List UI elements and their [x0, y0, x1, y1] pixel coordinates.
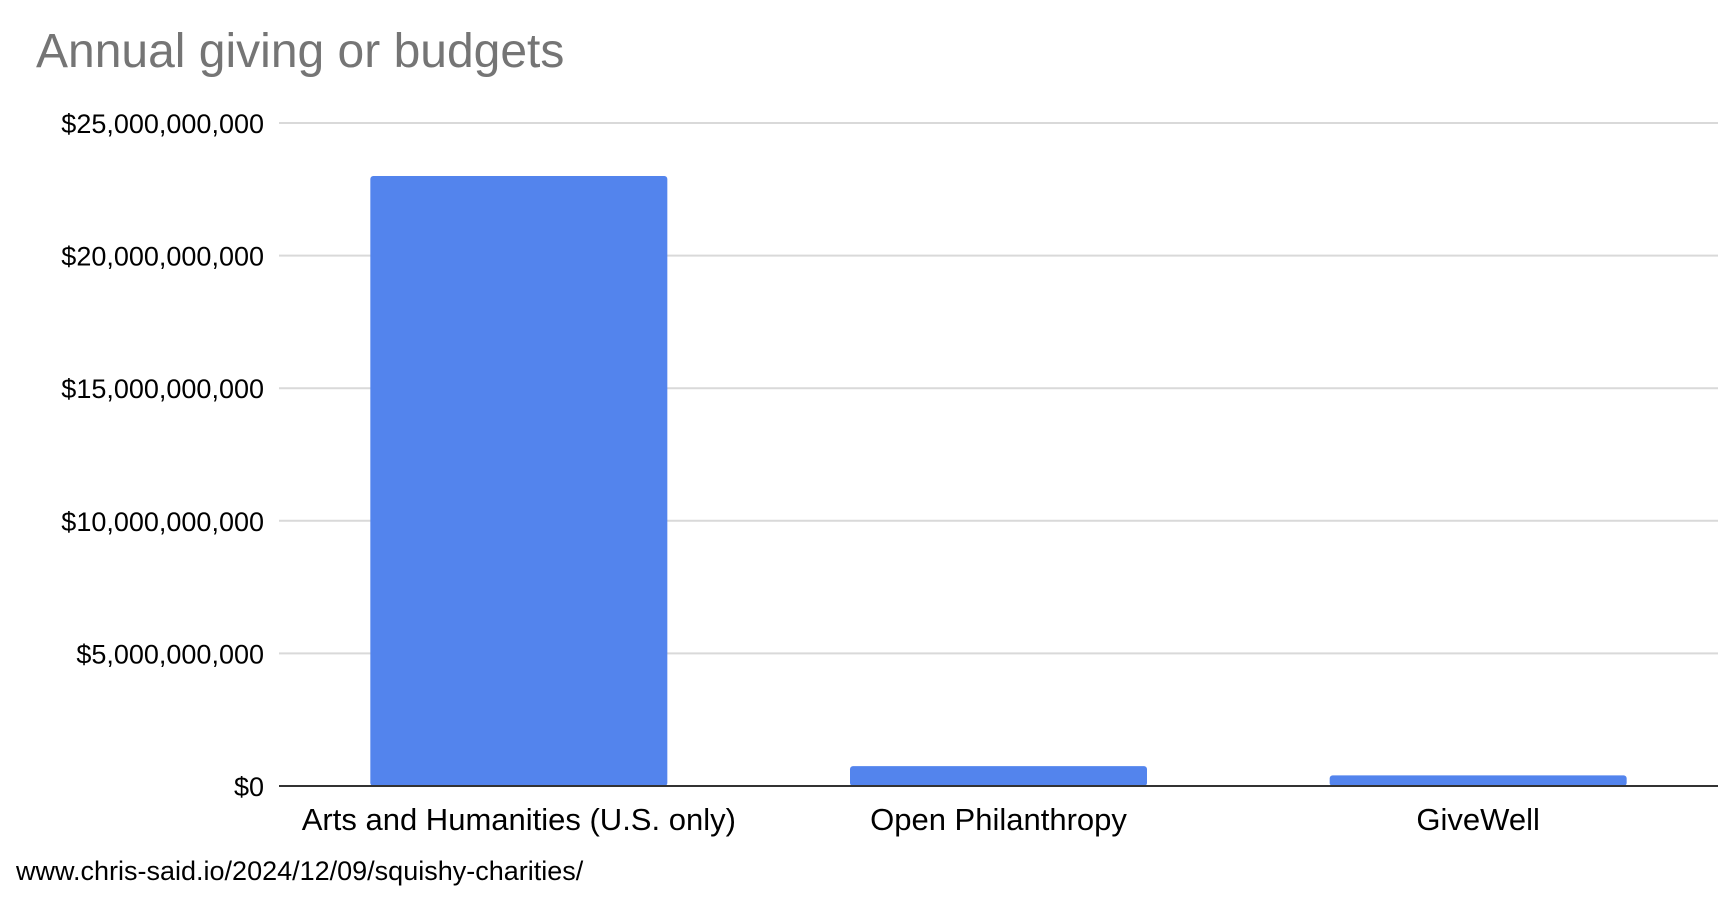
bar [370, 176, 668, 787]
x-tick-label: Open Philanthropy [870, 802, 1127, 837]
y-tick-label: $0 [234, 772, 264, 802]
bar [850, 766, 1147, 786]
x-tick-label: GiveWell [1416, 802, 1539, 837]
bars [370, 176, 1627, 787]
y-tick-label: $15,000,000,000 [61, 374, 264, 404]
bar [1329, 775, 1627, 786]
chart-title: Annual giving or budgets [36, 25, 564, 78]
y-tick-label: $20,000,000,000 [61, 242, 264, 272]
source-caption: www.chris-said.io/2024/12/09/squishy-cha… [16, 856, 584, 886]
x-tick-label: Arts and Humanities (U.S. only) [302, 802, 736, 837]
x-axis-tick-labels: Arts and Humanities (U.S. only) Open Phil… [302, 802, 1540, 837]
y-tick-label: $10,000,000,000 [61, 507, 264, 537]
y-tick-label: $5,000,000,000 [76, 639, 264, 669]
y-axis-tick-labels: $0 $5,000,000,000 $10,000,000,000 $15,000,0… [61, 109, 264, 802]
y-tick-label: $25,000,000,000 [61, 109, 264, 139]
